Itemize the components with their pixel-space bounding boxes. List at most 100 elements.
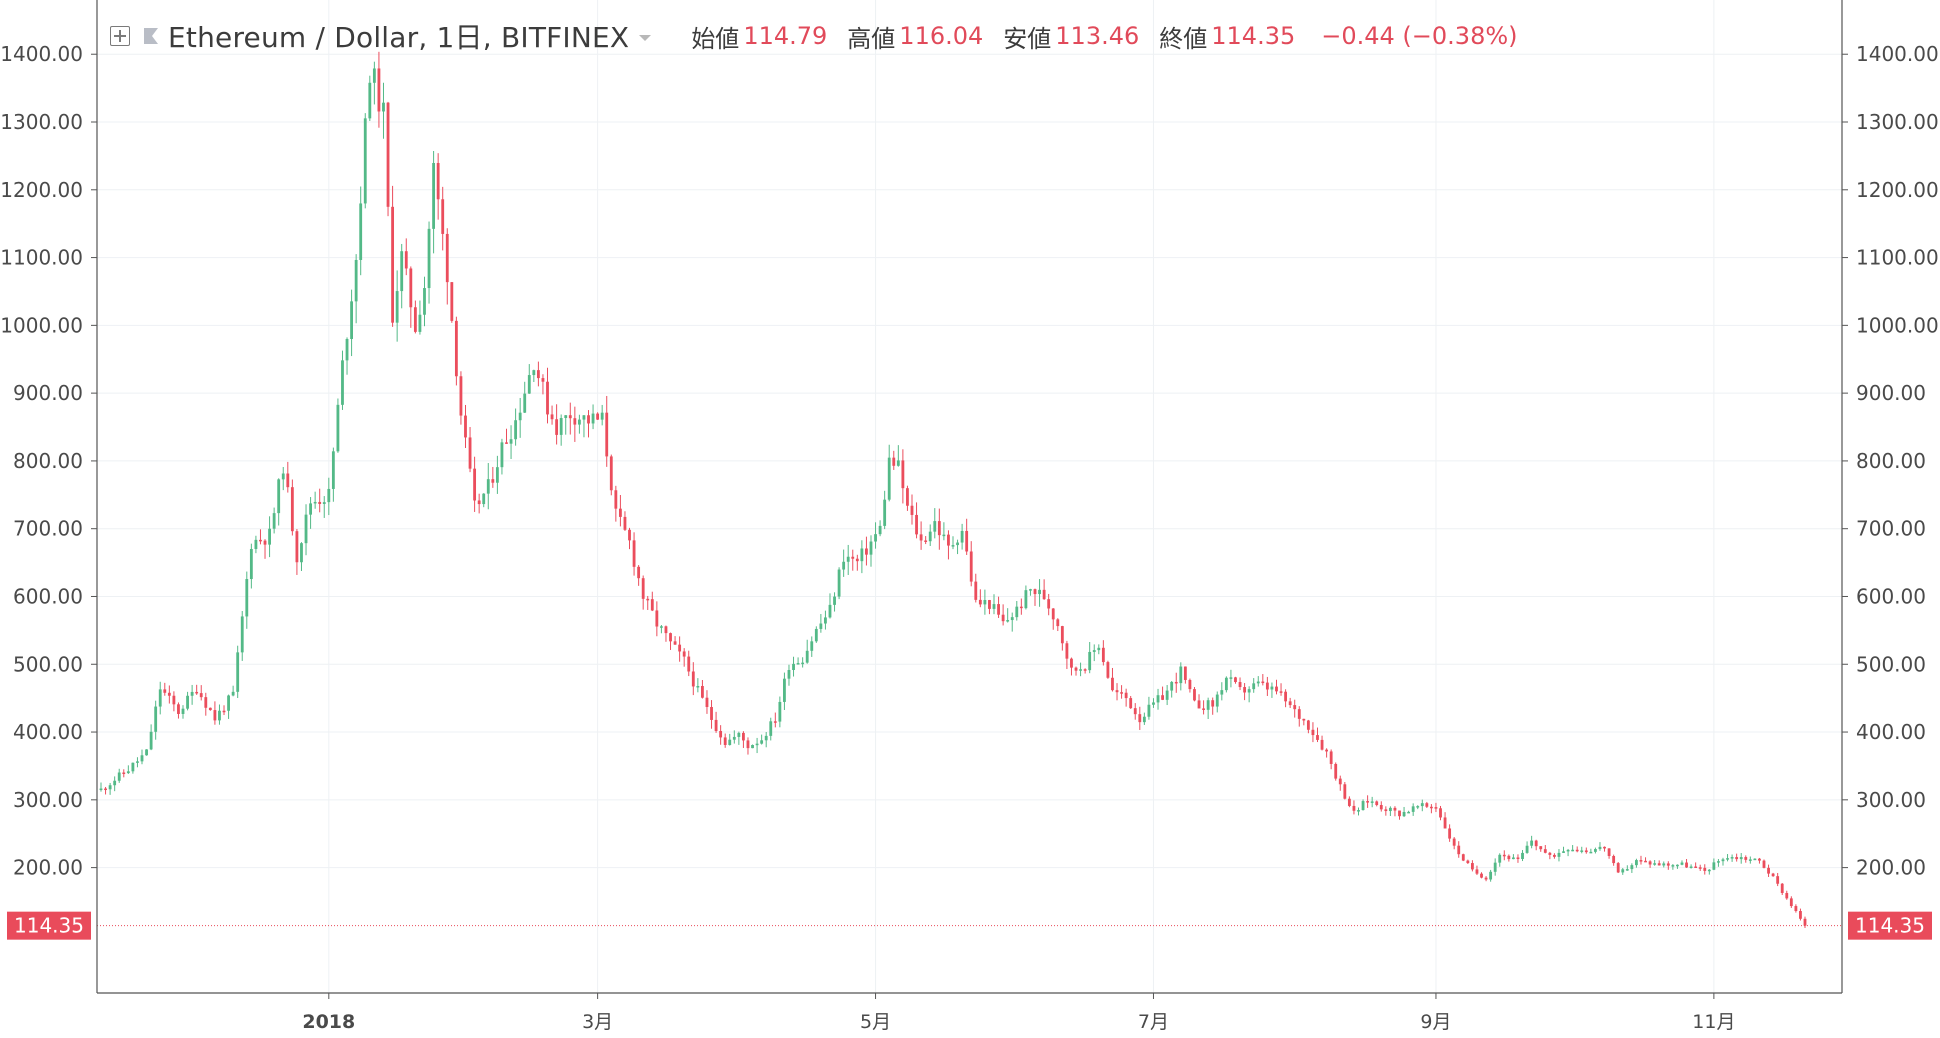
candle-body[interactable] — [1635, 860, 1638, 866]
candle-body[interactable] — [714, 719, 718, 731]
candle-body[interactable] — [1680, 862, 1684, 865]
candle-body[interactable] — [614, 490, 618, 509]
candle-body[interactable] — [1138, 714, 1142, 723]
candle-body[interactable] — [1115, 690, 1119, 693]
candle-body[interactable] — [240, 616, 244, 653]
candle-body[interactable] — [277, 479, 281, 514]
candle-body[interactable] — [541, 378, 545, 382]
candle-body[interactable] — [664, 626, 668, 634]
candle-body[interactable] — [1270, 686, 1274, 690]
candle-body[interactable] — [1202, 708, 1206, 710]
candle-body[interactable] — [1452, 838, 1456, 846]
candle-body[interactable] — [1311, 729, 1315, 736]
candle-body[interactable] — [254, 539, 258, 549]
candle-body[interactable] — [1065, 643, 1069, 659]
candle-body[interactable] — [491, 479, 495, 483]
candle-body[interactable] — [819, 623, 823, 629]
candle-body[interactable] — [1612, 856, 1616, 864]
candle-body[interactable] — [1594, 849, 1597, 852]
candle-body[interactable] — [213, 710, 217, 721]
candle-body[interactable] — [372, 68, 376, 83]
candle-body[interactable] — [1707, 869, 1711, 872]
candle-body[interactable] — [1261, 681, 1265, 684]
symbol-title[interactable]: Ethereum / Dollar, 1日, BITFINEX — [168, 21, 630, 54]
candle-body[interactable] — [423, 288, 426, 315]
candle-body[interactable] — [992, 604, 996, 609]
candle-body[interactable] — [1279, 691, 1283, 693]
candle-body[interactable] — [386, 102, 390, 207]
candle-body[interactable] — [901, 460, 905, 489]
candle-body[interactable] — [1703, 867, 1707, 871]
candle-body[interactable] — [1234, 677, 1237, 683]
candle-body[interactable] — [486, 479, 490, 494]
candle-body[interactable] — [1398, 810, 1401, 817]
candle-body[interactable] — [1657, 863, 1661, 866]
candle-body[interactable] — [1771, 873, 1775, 877]
candle-body[interactable] — [204, 697, 208, 708]
candle-body[interactable] — [1589, 851, 1593, 854]
candle-body[interactable] — [978, 599, 982, 605]
candle-body[interactable] — [1416, 806, 1420, 808]
candle-body[interactable] — [1106, 662, 1110, 678]
candle-body[interactable] — [778, 701, 782, 722]
candle-body[interactable] — [1188, 679, 1192, 690]
candle-body[interactable] — [1074, 667, 1078, 671]
candle-body[interactable] — [1170, 681, 1174, 691]
candle-body[interactable] — [1785, 892, 1789, 899]
candle-body[interactable] — [1730, 857, 1734, 859]
candle-body[interactable] — [1070, 658, 1073, 668]
candle-body[interactable] — [336, 404, 340, 452]
candle-body[interactable] — [710, 707, 713, 720]
candle-body[interactable] — [655, 610, 659, 627]
candle-body[interactable] — [126, 771, 130, 774]
candle-body[interactable] — [869, 541, 873, 555]
candle-body[interactable] — [1489, 871, 1493, 880]
candle-body[interactable] — [186, 695, 189, 709]
candle-body[interactable] — [318, 501, 322, 504]
chevron-down-icon[interactable] — [639, 35, 652, 41]
candle-body[interactable] — [1630, 865, 1634, 870]
candle-body[interactable] — [1735, 857, 1739, 860]
candle-body[interactable] — [140, 755, 144, 762]
candle-body[interactable] — [1275, 686, 1278, 692]
candle-body[interactable] — [641, 578, 645, 599]
candle-body[interactable] — [1006, 620, 1010, 622]
candle-body[interactable] — [1739, 857, 1743, 860]
candle-body[interactable] — [1461, 854, 1465, 861]
candle-body[interactable] — [1548, 852, 1552, 855]
candle-body[interactable] — [801, 662, 805, 665]
candle-body[interactable] — [1129, 698, 1133, 709]
candle-body[interactable] — [1079, 669, 1082, 671]
candle-body[interactable] — [1352, 805, 1356, 811]
candle-body[interactable] — [322, 502, 326, 504]
candle-body[interactable] — [1288, 701, 1292, 706]
candle-body[interactable] — [1284, 691, 1288, 702]
candle-body[interactable] — [605, 412, 609, 457]
candle-body[interactable] — [131, 762, 135, 772]
candle-body[interactable] — [1101, 647, 1105, 663]
candle-body[interactable] — [1525, 845, 1529, 853]
candle-body[interactable] — [259, 539, 262, 542]
candle-body[interactable] — [263, 540, 267, 545]
candle-body[interactable] — [1320, 739, 1324, 750]
candle-body[interactable] — [1607, 848, 1611, 857]
candle-body[interactable] — [919, 534, 923, 541]
candle-body[interactable] — [659, 626, 663, 628]
candle-body[interactable] — [1142, 716, 1146, 723]
candle-body[interactable] — [1803, 918, 1807, 926]
candle-body[interactable] — [1325, 749, 1329, 752]
candle-body[interactable] — [1193, 689, 1196, 701]
candle-body[interactable] — [883, 499, 887, 526]
candle-body[interactable] — [700, 685, 704, 698]
candle-body[interactable] — [1302, 718, 1306, 721]
candle-body[interactable] — [1776, 876, 1780, 884]
candle-body[interactable] — [304, 514, 308, 544]
candle-body[interactable] — [1366, 801, 1370, 803]
candle-body[interactable] — [154, 706, 158, 732]
candle-body[interactable] — [1511, 857, 1515, 860]
candle-body[interactable] — [618, 508, 622, 517]
candle-body[interactable] — [1293, 705, 1297, 710]
candle-body[interactable] — [1448, 828, 1452, 839]
candle-body[interactable] — [1566, 849, 1570, 852]
candle-body[interactable] — [632, 540, 636, 567]
